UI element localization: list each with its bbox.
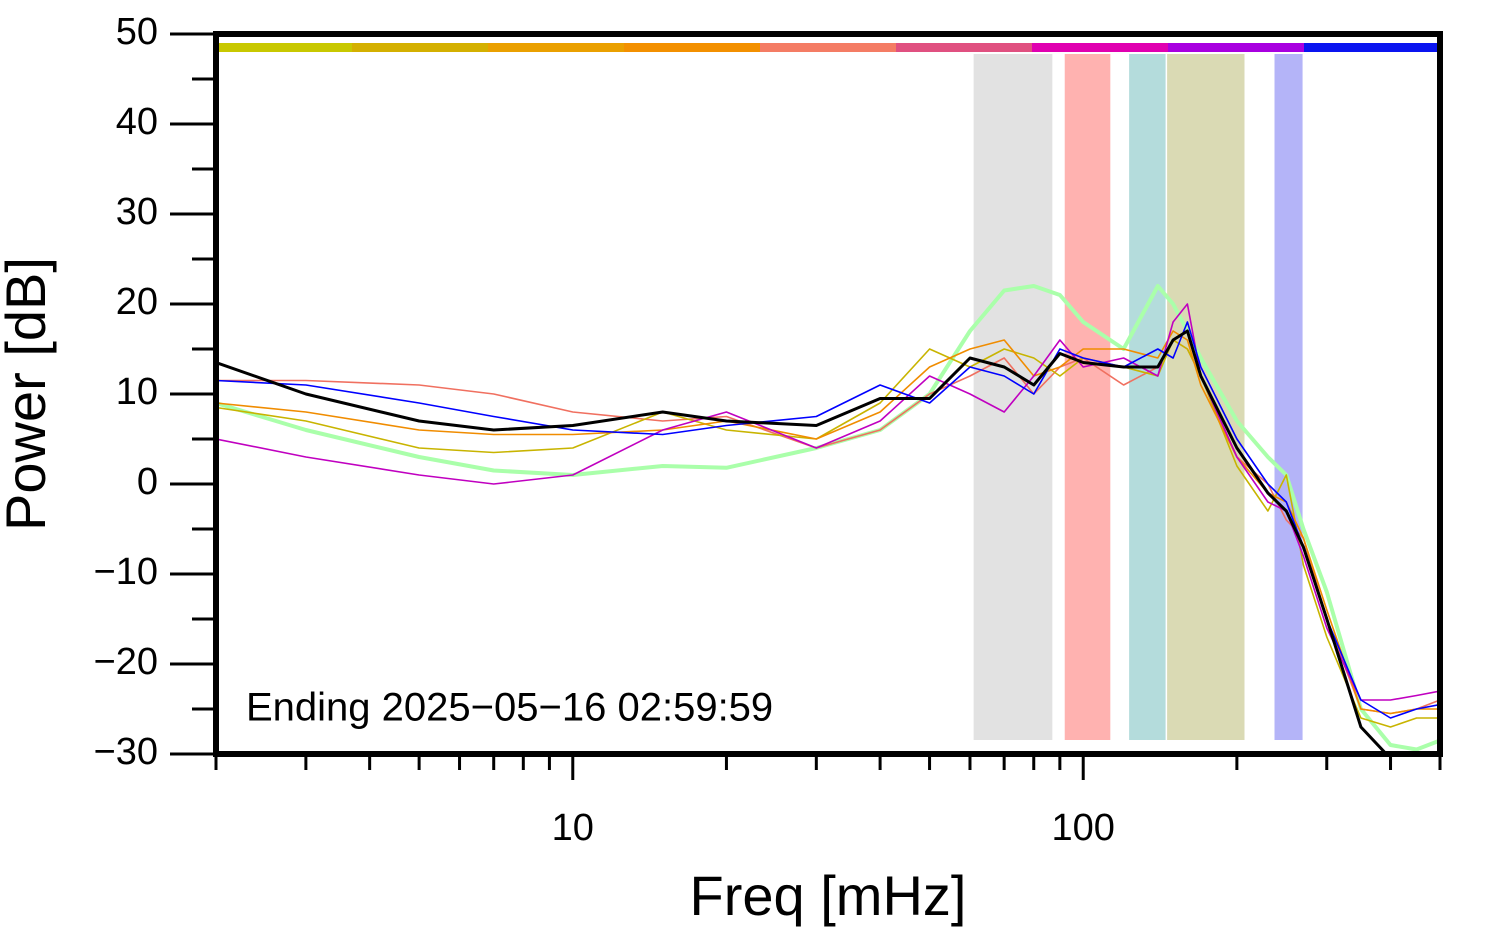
series-line (216, 330, 1440, 715)
top-bar-segment (1032, 43, 1168, 52)
axes: −30 −20 −10 0 10 20 30 40 50 10 100 (94, 11, 1442, 849)
y-tick-label: 0 (137, 461, 158, 503)
series-line (216, 329, 1389, 754)
x-axis-label: Freq [mHz] (690, 864, 967, 927)
top-bar-segment (896, 43, 1032, 52)
series-line (216, 303, 1440, 701)
lines (216, 284, 1440, 754)
band (973, 54, 1053, 740)
x-tick-label: 10 (552, 807, 594, 849)
series-line (216, 321, 1440, 719)
top-bar-segment (1168, 43, 1304, 52)
top-bar-segment (624, 43, 760, 52)
top-bar-segment (216, 43, 352, 52)
y-tick-label: −20 (94, 641, 158, 683)
series-line (216, 339, 1440, 715)
y-tick-label: −30 (94, 731, 158, 773)
top-bar-segment (352, 43, 488, 52)
y-tick-label: 50 (116, 11, 158, 53)
top-bar (216, 43, 1440, 52)
series-line (216, 339, 1440, 728)
bands (973, 54, 1303, 740)
annotation: Ending 2025−05−16 02:59:59 (246, 686, 773, 730)
top-bar-segment (488, 43, 624, 52)
top-bar-segment (760, 43, 896, 52)
y-axis-label: Power [dB] (0, 257, 57, 531)
band (1167, 54, 1245, 740)
y-tick-label: 10 (116, 371, 158, 413)
plot-frame (213, 31, 1443, 757)
y-tick-label: 40 (116, 101, 158, 143)
y-tick-label: −10 (94, 551, 158, 593)
band (1064, 54, 1111, 740)
y-tick-label: 20 (116, 281, 158, 323)
top-bar-segment (1304, 43, 1440, 52)
x-tick-label: 100 (1052, 807, 1115, 849)
band (1129, 54, 1166, 740)
band (1274, 54, 1303, 740)
y-tick-label: 30 (116, 191, 158, 233)
series-line (216, 284, 1440, 752)
